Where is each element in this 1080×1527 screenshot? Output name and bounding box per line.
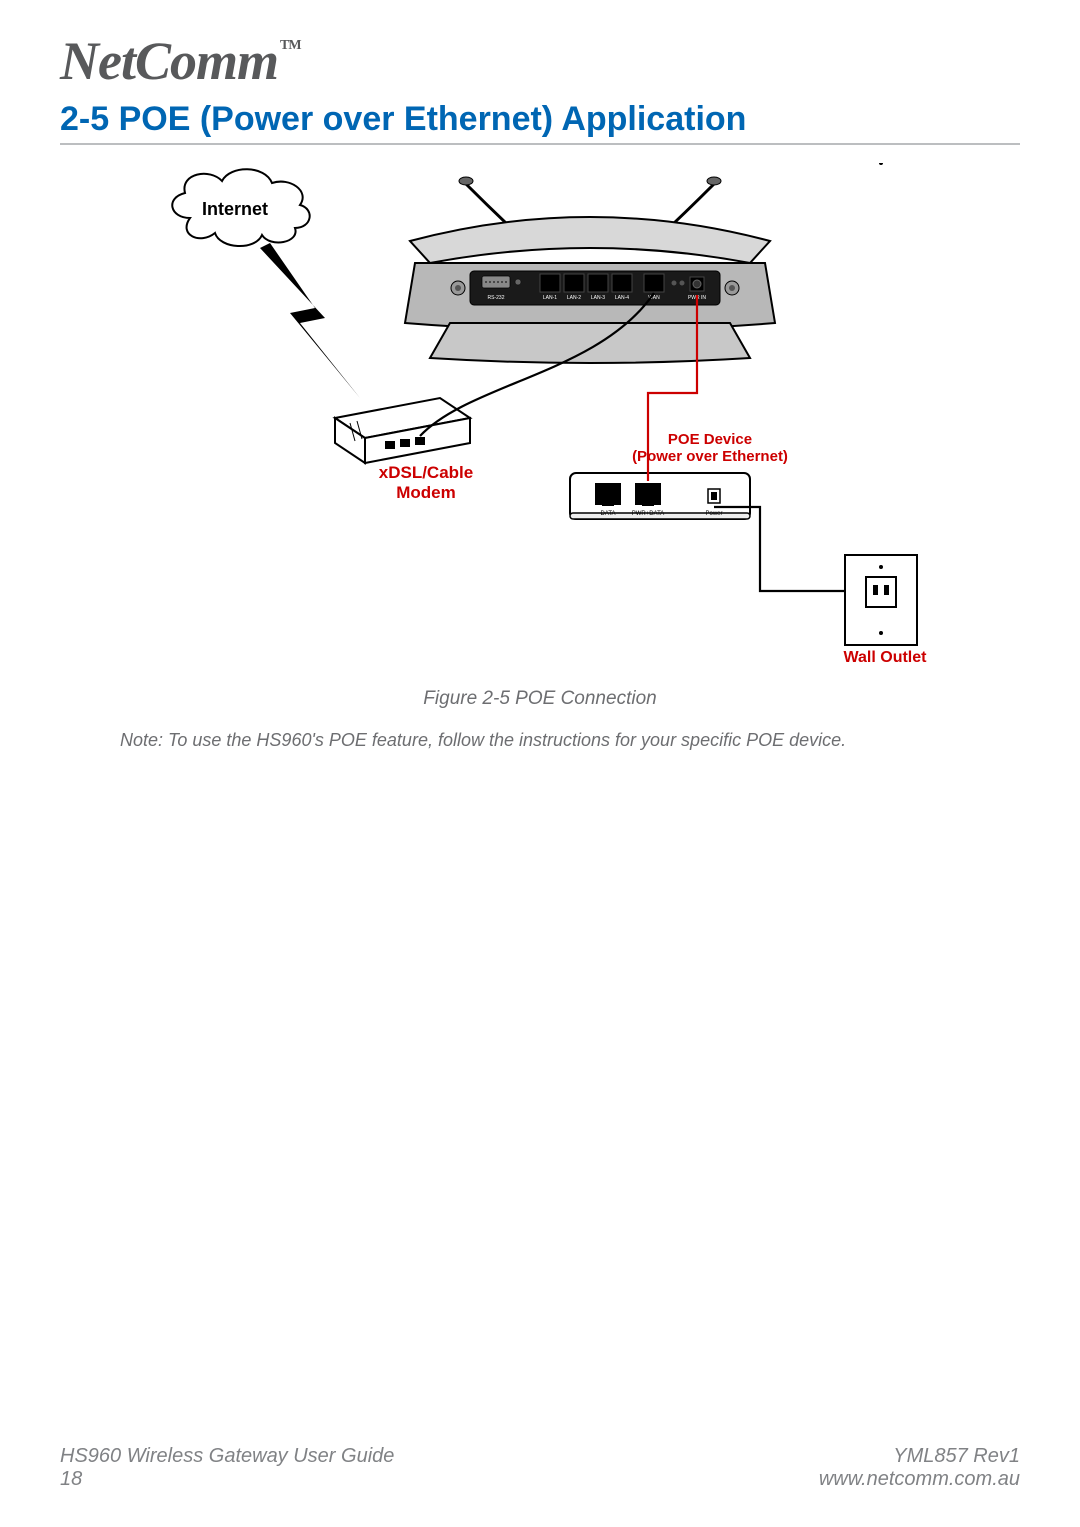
wall-outlet-icon [845,163,917,645]
diagram-svg: RS-232 LAN-1 LAN-2 LAN-3 LAN-4 WAN PWR I… [150,163,930,673]
lightning-icon [260,243,360,398]
svg-text:DATA: DATA [600,511,615,517]
poe-diagram: RS-232 LAN-1 LAN-2 LAN-3 LAN-4 WAN PWR I… [150,163,930,673]
svg-text:Power: Power [705,511,722,517]
footer-guide: HS960 Wireless Gateway User Guide [60,1445,394,1467]
svg-text:LAN-3: LAN-3 [591,295,605,301]
page: NetCommTM 2-5 POE (Power over Ethernet) … [0,0,1080,1527]
svg-text:PWR+DATA: PWR+DATA [632,511,665,517]
brand-name: NetComm [60,31,278,91]
footer-left: HS960 Wireless Gateway User Guide 18 [60,1445,394,1491]
brand-logo: NetCommTM [60,30,299,92]
svg-text:RS-232: RS-232 [488,295,505,301]
title-divider [60,143,1020,145]
footer-right: YML857 Rev1 www.netcomm.com.au [819,1445,1020,1491]
poe-device-icon: DATA PWR+DATA Power [570,473,750,519]
modem-icon [335,398,470,463]
svg-text:LAN-2: LAN-2 [567,295,581,301]
figure-note: Note: To use the HS960's POE feature, fo… [60,730,1020,751]
svg-text:LAN-1: LAN-1 [543,295,557,301]
section-title: 2-5 POE (Power over Ethernet) Applicatio… [60,100,1020,139]
brand-tm: TM [280,38,301,53]
page-footer: HS960 Wireless Gateway User Guide 18 YML… [60,1445,1020,1491]
svg-text:LAN-4: LAN-4 [615,295,629,301]
footer-url: www.netcomm.com.au [819,1468,1020,1490]
footer-page: 18 [60,1468,82,1490]
footer-rev: YML857 Rev1 [893,1445,1020,1467]
label-poe-device: POE Device (Power over Ethernet) [590,431,830,465]
router-icon: RS-232 LAN-1 LAN-2 LAN-3 LAN-4 WAN PWR I… [405,177,775,363]
figure-container: RS-232 LAN-1 LAN-2 LAN-3 LAN-4 WAN PWR I… [60,163,1020,678]
label-internet: Internet [202,199,268,220]
figure-caption: Figure 2-5 POE Connection [60,688,1020,710]
label-modem: xDSL/Cable Modem [346,463,506,503]
label-wall-outlet: Wall Outlet [830,649,940,667]
